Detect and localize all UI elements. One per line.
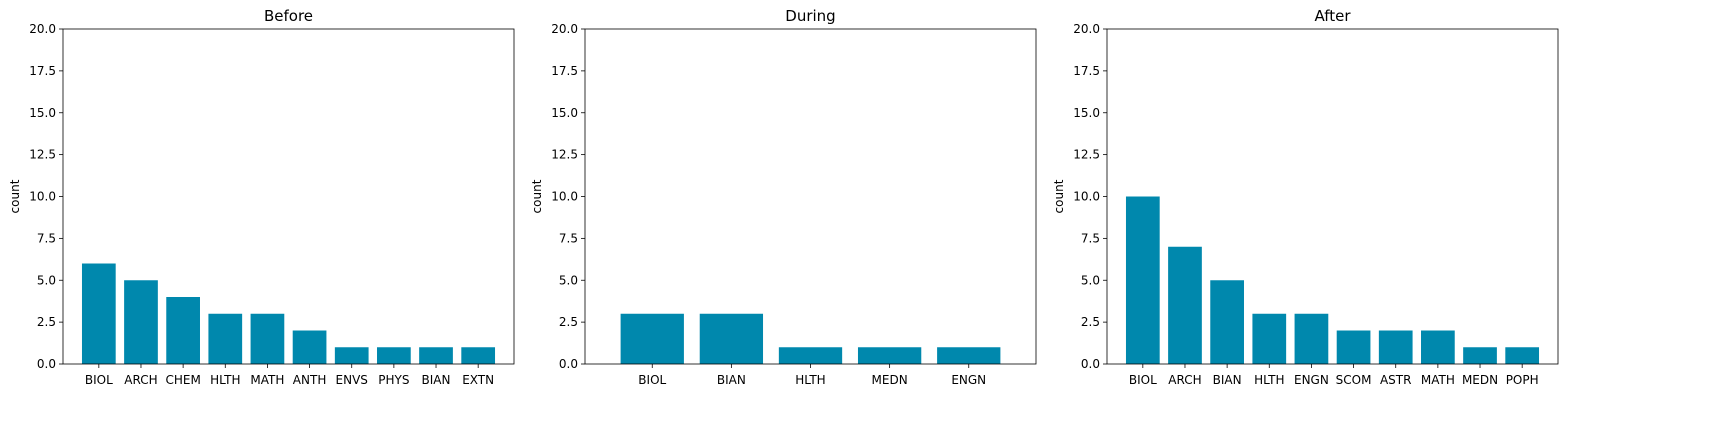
bar-poph — [1505, 347, 1540, 364]
x-tick-label: ARCH — [1168, 373, 1201, 387]
x-tick-label: ANTH — [293, 373, 327, 387]
x-tick-label: BIAN — [422, 373, 451, 387]
x-tick-label: CHEM — [165, 373, 200, 387]
y-tick-label: 0.0 — [1081, 357, 1100, 371]
chart-title: Before — [264, 7, 313, 25]
x-tick-label: BIAN — [1213, 373, 1242, 387]
bar-math — [1421, 330, 1455, 364]
y-axis-label: count — [530, 179, 544, 213]
y-tick-label: 17.5 — [29, 64, 56, 78]
y-tick-label: 15.0 — [551, 106, 578, 120]
y-tick-label: 5.0 — [559, 273, 578, 287]
chart-panel-2: 0.0 2.5 5.0 7.5 10.0 12.5 15.0 17.5 20.0 BIOL ARCH… — [1052, 7, 1559, 387]
x-tick-label: BIOL — [85, 373, 113, 387]
y-tick-label: 0.0 — [559, 357, 578, 371]
y-tick-label: 5.0 — [1081, 273, 1100, 287]
bar-medn — [857, 347, 922, 364]
x-tick-label: MEDN — [1462, 373, 1498, 387]
y-tick-label: 15.0 — [1073, 106, 1100, 120]
bar-scom — [1336, 330, 1371, 364]
bar-arch — [1168, 246, 1202, 364]
bar-biol — [620, 313, 684, 364]
y-tick-label: 10.0 — [29, 190, 56, 204]
x-tick-label: ENGN — [951, 373, 986, 387]
bar-engn — [1294, 313, 1329, 364]
y-axis-label: count — [8, 179, 22, 213]
y-tick-label: 2.5 — [1081, 315, 1100, 329]
x-tick-label: HLTH — [1254, 373, 1284, 387]
bar-astr — [1378, 330, 1413, 364]
bar-bian — [1210, 280, 1244, 364]
x-tick-label: ENVS — [336, 373, 368, 387]
y-tick-label: 15.0 — [29, 106, 56, 120]
bar-biol — [81, 263, 116, 364]
bar-biol — [1125, 196, 1160, 364]
bar-extn — [461, 347, 496, 364]
y-tick-label: 17.5 — [551, 64, 578, 78]
x-tick-label: BIAN — [717, 373, 746, 387]
bar-phys — [377, 347, 411, 364]
chart-panel-1: 0.0 2.5 5.0 7.5 10.0 12.5 15.0 17.5 20.0 BIOL BIAN… — [530, 7, 1037, 387]
x-tick-label: PHYS — [378, 373, 409, 387]
bar-envs — [334, 347, 369, 364]
y-tick-label: 7.5 — [559, 231, 578, 245]
chart-title: After — [1314, 7, 1351, 25]
x-tick-label: MATH — [250, 373, 284, 387]
y-tick-label: 12.5 — [1073, 148, 1100, 162]
bar-bian — [699, 313, 764, 364]
bar-hlth — [1252, 313, 1287, 364]
y-tick-label: 7.5 — [37, 231, 56, 245]
x-tick-label: BIOL — [1129, 373, 1157, 387]
bar-anth — [292, 330, 327, 364]
y-tick-label: 2.5 — [37, 315, 56, 329]
chart-panel-0: 0.0 2.5 5.0 7.5 10.0 12.5 15.0 17.5 20.0 BIOL ARCH… — [8, 7, 515, 387]
x-tick-label: ASTR — [1380, 373, 1412, 387]
x-tick-label: MEDN — [872, 373, 908, 387]
y-tick-label: 20.0 — [29, 22, 56, 36]
y-tick-label: 5.0 — [37, 273, 56, 287]
y-tick-label: 2.5 — [559, 315, 578, 329]
x-tick-label: HLTH — [210, 373, 240, 387]
y-tick-label: 10.0 — [551, 190, 578, 204]
x-tick-label: BIOL — [638, 373, 666, 387]
bar-bian — [419, 347, 453, 364]
chart-title: During — [785, 7, 835, 25]
x-tick-label: MATH — [1421, 373, 1455, 387]
y-tick-label: 7.5 — [1081, 231, 1100, 245]
bar-chem — [166, 297, 200, 364]
bar-hlth — [208, 313, 243, 364]
bar-math — [250, 313, 285, 364]
y-tick-label: 20.0 — [551, 22, 578, 36]
x-tick-label: POPH — [1506, 373, 1539, 387]
y-tick-label: 10.0 — [1073, 190, 1100, 204]
x-tick-label: HLTH — [795, 373, 825, 387]
y-tick-label: 20.0 — [1073, 22, 1100, 36]
x-tick-label: EXTN — [462, 373, 494, 387]
x-tick-label: ENGN — [1294, 373, 1329, 387]
x-tick-label: ARCH — [124, 373, 157, 387]
y-tick-label: 12.5 — [29, 148, 56, 162]
x-tick-label: SCOM — [1336, 373, 1372, 387]
y-tick-label: 0.0 — [37, 357, 56, 371]
bar-arch — [124, 280, 158, 364]
bar-hlth — [778, 347, 843, 364]
y-axis-label: count — [1052, 179, 1066, 213]
y-tick-label: 17.5 — [1073, 64, 1100, 78]
bar-engn — [937, 347, 1001, 364]
y-tick-label: 12.5 — [551, 148, 578, 162]
bar-medn — [1463, 347, 1497, 364]
